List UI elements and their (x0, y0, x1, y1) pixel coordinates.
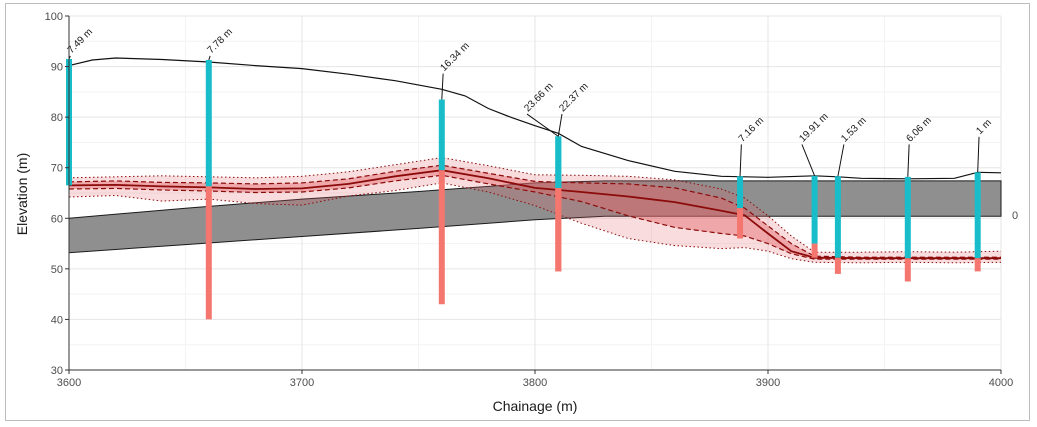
series-line-lower-dashed (68, 174, 1001, 260)
x-tick-label: 4000 (989, 377, 1013, 389)
borehole-leader-line (801, 144, 816, 176)
borehole-leader-line (739, 144, 742, 177)
borehole-leader-line (441, 73, 444, 100)
x-tick-label: 3700 (290, 377, 314, 389)
series-lines (68, 157, 1002, 264)
y-tick-label: 60 (51, 213, 63, 225)
series-line-upper-dotted (68, 157, 1002, 253)
y-axis-title: Elevation (m) (14, 153, 30, 235)
y-tick-label: 80 (51, 112, 63, 124)
ground-surface-line (68, 57, 1002, 180)
profile-outer-band (69, 157, 1001, 263)
series-line-main (68, 169, 1001, 260)
edge-label: 0 (1012, 210, 1018, 222)
x-tick-label: 3800 (523, 377, 547, 389)
y-tick-label: 30 (51, 365, 63, 377)
borehole-leader-line (907, 144, 910, 177)
y-tick-label: 90 (51, 62, 63, 74)
borehole-leader-line (526, 113, 559, 137)
x-tick-label: 3900 (756, 377, 780, 389)
x-tick-label: 3600 (57, 377, 81, 389)
ground-surface (68, 57, 1002, 180)
y-tick-label: 40 (51, 314, 63, 326)
y-tick-label: 100 (45, 11, 63, 23)
axes: 30 40 50 60 70 80 90 100 3600 3700 3800 3900 4000 (45, 11, 1014, 389)
y-tick-label: 50 (51, 264, 63, 276)
series-line-upper-dashed (68, 164, 1001, 258)
borehole-leader-line (837, 144, 845, 177)
borehole-leader-line (208, 55, 211, 61)
x-axis-title: Chainage (m) (493, 398, 578, 414)
grey-band (68, 180, 1002, 254)
y-tick-label: 70 (51, 163, 63, 175)
borehole-leader-line (977, 136, 980, 173)
grey-band-fill (68, 180, 1002, 254)
series-line-lower-dotted (68, 182, 1002, 264)
chart-frame: 30 40 50 60 70 80 90 100 3600 3700 3800 3900 4000 7.… (5, 3, 1030, 421)
borehole-leader-line (557, 114, 563, 137)
